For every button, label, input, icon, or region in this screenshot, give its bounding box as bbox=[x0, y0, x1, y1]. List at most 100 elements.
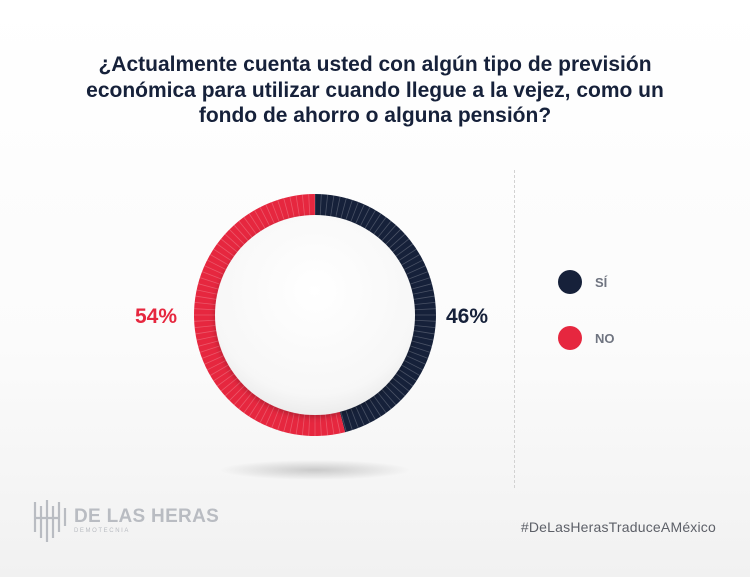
legend-item-no: NO bbox=[558, 325, 615, 351]
donut-tick bbox=[199, 344, 222, 353]
legend-label-no: NO bbox=[595, 330, 615, 346]
legend-item-si: SÍ bbox=[558, 269, 607, 295]
hashtag: #DeLasHerasTraduceAMéxico bbox=[520, 519, 716, 535]
donut-tick bbox=[372, 216, 387, 236]
donut-tick bbox=[363, 210, 376, 231]
donut-tick bbox=[207, 359, 228, 371]
donut-tick bbox=[238, 390, 254, 410]
donut-tick bbox=[229, 229, 246, 246]
donut-tick bbox=[406, 271, 429, 281]
donut-tick bbox=[396, 248, 417, 262]
donut-tick bbox=[216, 243, 236, 258]
chart-title-line-1: ¿Actualmente cuenta usted con algún tipo… bbox=[98, 53, 652, 76]
donut-slice-si bbox=[315, 194, 436, 433]
donut-tick bbox=[408, 277, 431, 286]
donut-tick bbox=[238, 220, 254, 240]
donut-tick bbox=[368, 213, 382, 234]
donut-tick bbox=[224, 233, 243, 250]
donut-tick bbox=[319, 194, 322, 218]
donut-tick bbox=[195, 295, 219, 301]
donut-tick bbox=[277, 199, 286, 222]
donut-tick bbox=[248, 396, 262, 417]
donut-tick bbox=[380, 224, 397, 243]
legend-label-si: SÍ bbox=[595, 274, 608, 290]
donut-tick bbox=[259, 402, 271, 423]
donut-tick bbox=[289, 196, 296, 220]
donut-tick bbox=[283, 409, 291, 432]
donut-tick bbox=[224, 380, 243, 397]
donut-tick bbox=[265, 404, 276, 426]
brand-name: DE LAS HERAS bbox=[74, 505, 220, 527]
donut-tick bbox=[404, 265, 426, 276]
donut-tick bbox=[339, 198, 347, 221]
chart-floor-shadow bbox=[220, 460, 410, 480]
brand-logo-icon bbox=[33, 500, 67, 542]
donut-tick bbox=[409, 339, 432, 347]
legend-swatch-si bbox=[558, 270, 582, 294]
data-label-no: 54% bbox=[135, 305, 177, 328]
donut-tick bbox=[201, 271, 224, 281]
donut-tick bbox=[301, 194, 306, 218]
donut-tick bbox=[220, 376, 240, 392]
donut-tick bbox=[376, 220, 392, 240]
donut-tick bbox=[210, 363, 231, 376]
donut-tick bbox=[329, 411, 335, 435]
donut-tick bbox=[411, 295, 435, 301]
chart-title-line-2: económica para utilizar cuando llegue a … bbox=[86, 78, 664, 102]
donut-tick bbox=[339, 409, 347, 432]
donut-tick bbox=[411, 329, 435, 335]
donut-tick bbox=[402, 259, 423, 271]
donut-tick bbox=[354, 204, 365, 226]
donut-tick bbox=[406, 349, 429, 359]
donut-tick bbox=[194, 301, 218, 306]
donut-tick bbox=[396, 368, 417, 382]
donut-tick bbox=[295, 195, 301, 219]
donut-tick bbox=[412, 319, 436, 322]
donut-tick bbox=[301, 412, 306, 436]
donut-tick bbox=[334, 196, 341, 220]
donut-tick bbox=[384, 384, 401, 401]
donut-tick bbox=[243, 216, 258, 236]
donut-tick bbox=[308, 194, 311, 218]
brand-tagline: DEMOTECNIA bbox=[74, 527, 131, 534]
donut-tick bbox=[324, 412, 329, 436]
donut-tick bbox=[404, 354, 426, 365]
donut-tick bbox=[199, 277, 222, 286]
donut-tick bbox=[229, 384, 246, 401]
donut-tick bbox=[254, 210, 267, 231]
donut-tick bbox=[344, 199, 353, 222]
donut-tick bbox=[196, 334, 220, 341]
legend-divider bbox=[514, 170, 515, 488]
donut-tick bbox=[271, 406, 281, 429]
donut-tick bbox=[384, 229, 401, 246]
donut-tick bbox=[195, 329, 219, 335]
brand-wordmark: DE LAS HERAS DEMOTECNIA bbox=[74, 507, 219, 534]
donut-tick bbox=[412, 308, 436, 311]
donut-center bbox=[215, 215, 415, 415]
donut-tick bbox=[204, 265, 226, 276]
donut-tick bbox=[324, 194, 329, 218]
donut-tick bbox=[410, 289, 434, 296]
donut-tick bbox=[254, 399, 267, 420]
donut-tick bbox=[394, 243, 414, 258]
donut-slices bbox=[193, 194, 436, 436]
donut-tick bbox=[399, 254, 420, 267]
donut-tick bbox=[196, 289, 220, 296]
chart-title: ¿Actualmente cuenta usted con algún tipo… bbox=[60, 52, 690, 129]
donut-tick bbox=[233, 224, 250, 243]
donut-tick bbox=[387, 233, 406, 250]
donut-tick bbox=[201, 349, 224, 359]
donut-tick bbox=[409, 283, 432, 291]
donut-tick bbox=[359, 207, 371, 228]
donut-tick bbox=[213, 368, 234, 382]
brand-logo: DE LAS HERAS DEMOTECNIA bbox=[32, 496, 219, 544]
donut-tick bbox=[380, 387, 397, 406]
donut-tick bbox=[198, 339, 221, 347]
chart-title-line-3: fondo de ahorro o alguna pensión? bbox=[198, 104, 552, 128]
donut-tick bbox=[220, 238, 240, 254]
donut-tick bbox=[376, 390, 392, 410]
donut-tick bbox=[394, 372, 414, 387]
donut-tick bbox=[410, 334, 434, 341]
donut-tick bbox=[334, 410, 341, 434]
